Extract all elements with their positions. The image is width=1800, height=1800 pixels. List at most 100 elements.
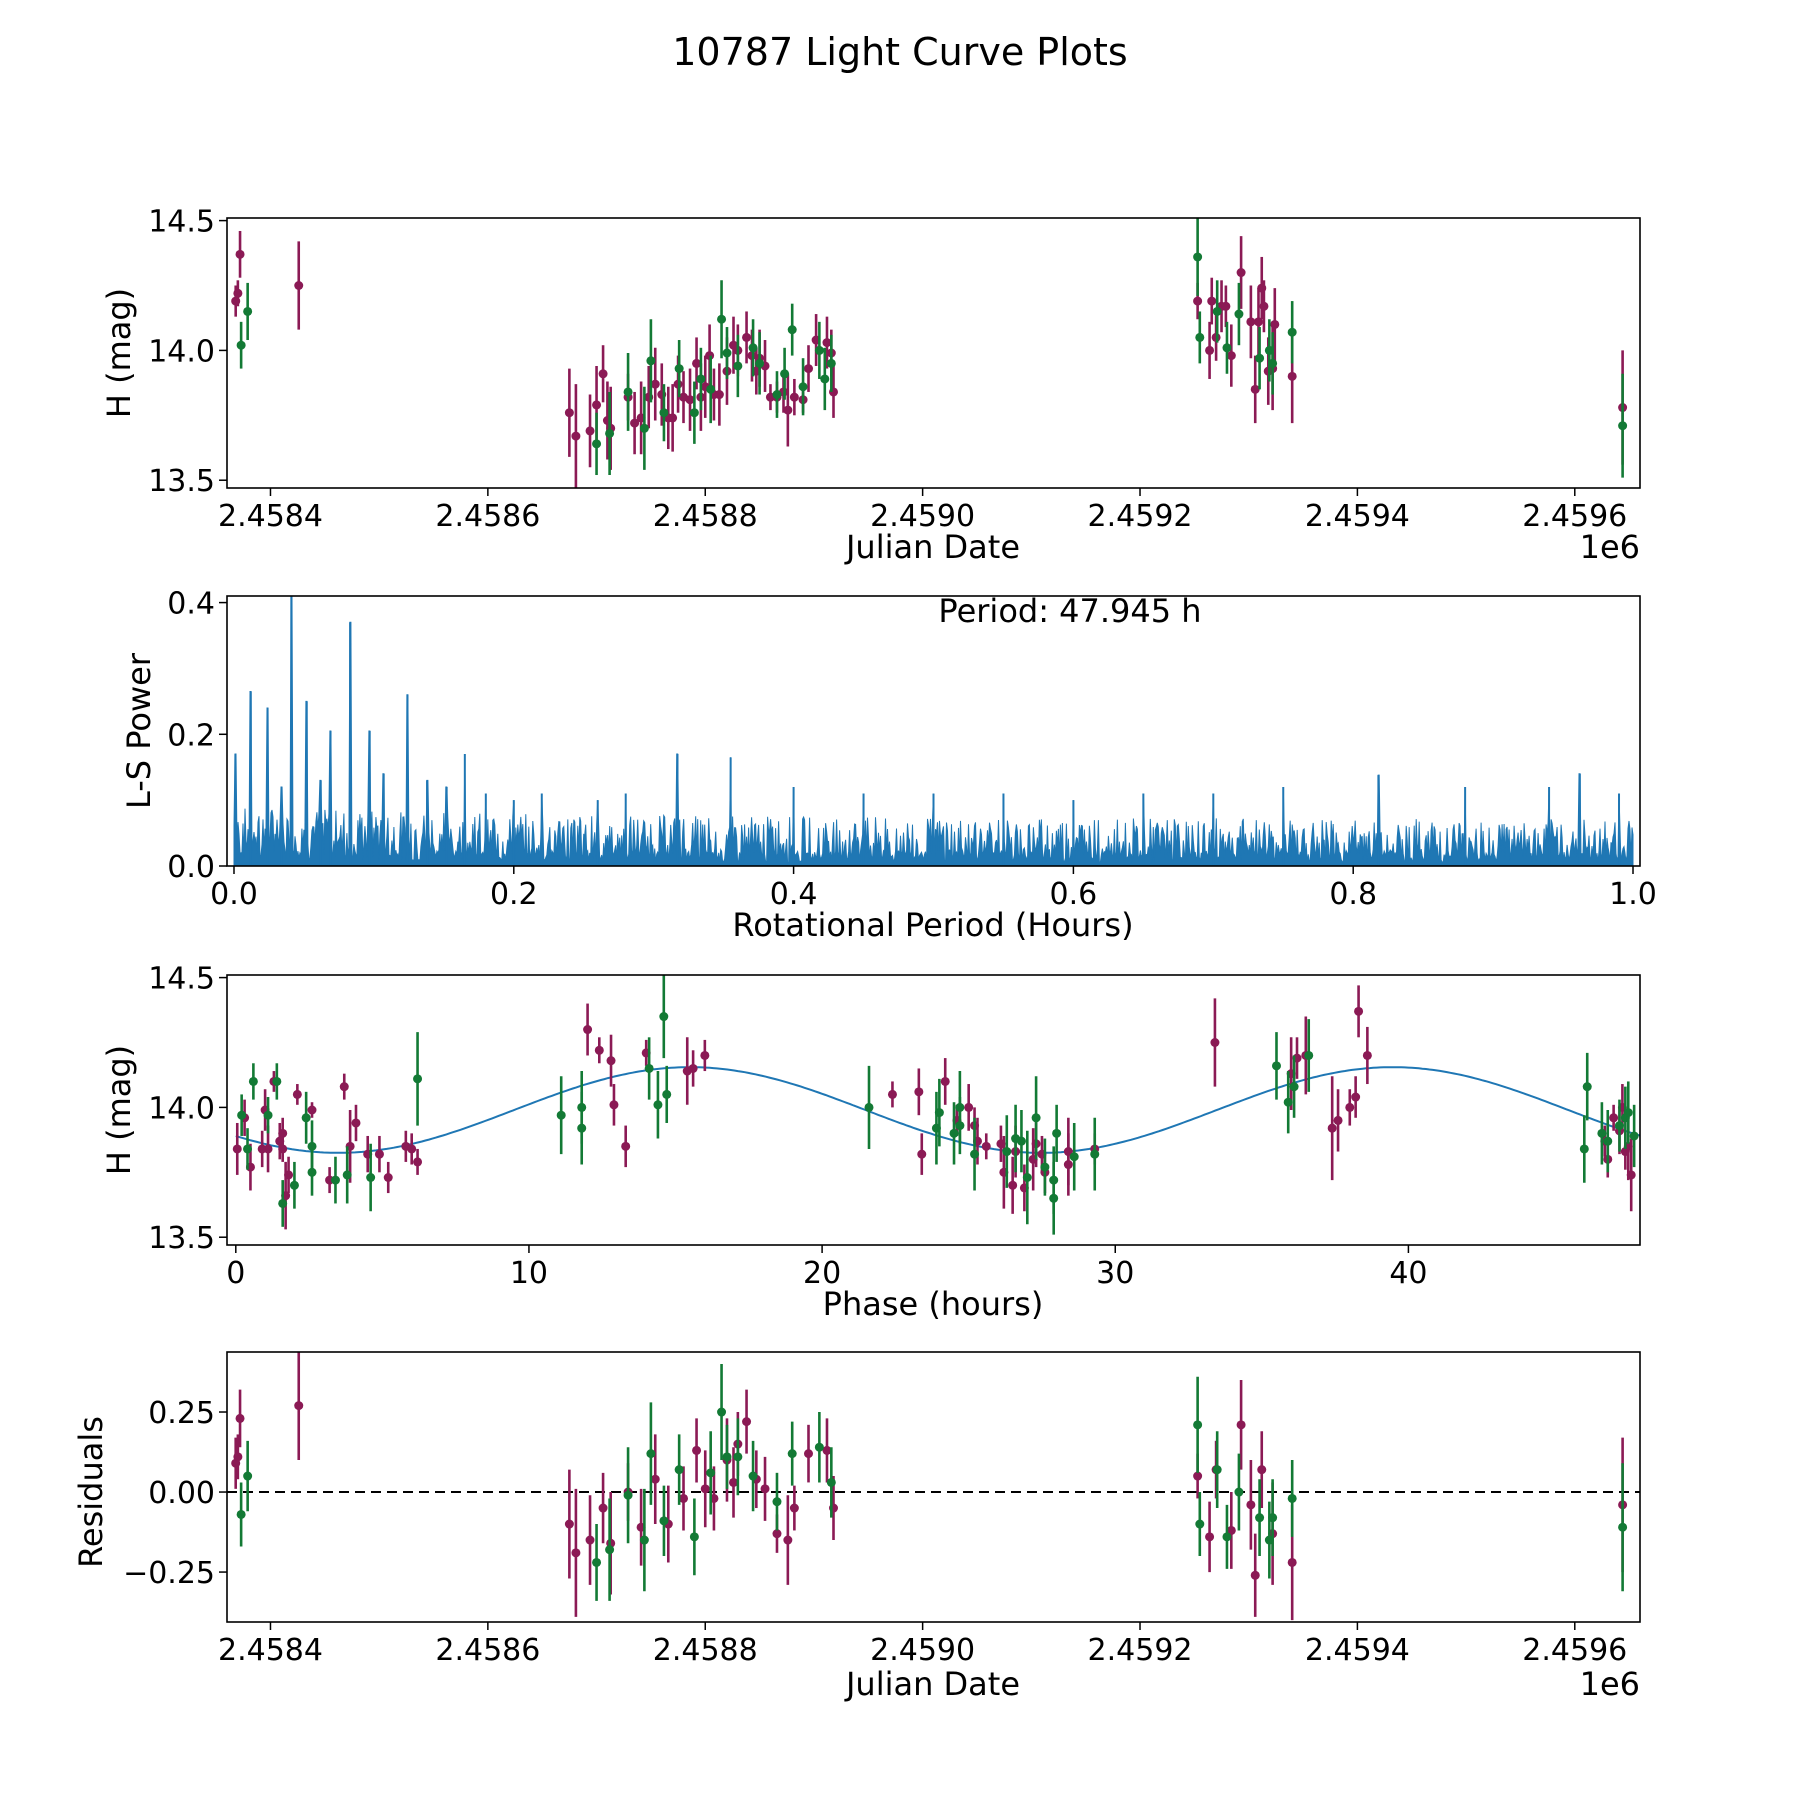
data-point: [733, 1452, 743, 1462]
y-tick-label: 13.5: [148, 1221, 215, 1256]
data-point: [789, 1503, 799, 1513]
data-point: [787, 1449, 797, 1459]
data-point: [1193, 1471, 1203, 1481]
data-point: [1362, 1050, 1372, 1060]
data-point: [748, 343, 758, 353]
residuals-ylabel: Residuals: [72, 1416, 110, 1568]
data-point: [243, 1144, 253, 1154]
data-point: [722, 1452, 732, 1462]
data-point: [783, 1535, 793, 1545]
data-point: [1597, 1128, 1607, 1138]
residuals-xlabel: Julian Date: [844, 1665, 1020, 1703]
x-tick-label: 2.4586: [435, 499, 540, 534]
data-point: [780, 369, 790, 379]
x-tick-label: 40: [1389, 1256, 1427, 1291]
data-point: [814, 1442, 824, 1452]
series-filter_b: [236, 218, 1628, 478]
light-curve-ticks: 2.4584 2.4586 2.4588 2.4590 2.4592 2.4594 2.45…: [148, 205, 1627, 534]
data-point: [1002, 1147, 1012, 1157]
series-filter_b: [237, 975, 1639, 1235]
residuals-marks: [227, 1352, 1640, 1621]
x-tick-label: 2.4596: [1522, 1633, 1627, 1668]
y-tick-label: 0.00: [148, 1476, 215, 1511]
residuals-panel: 2.4584 2.4586 2.4588 2.4590 2.4592 2.4594 2.45…: [72, 1351, 1641, 1703]
data-point: [714, 390, 724, 400]
data-point: [685, 395, 695, 405]
data-point: [1609, 1113, 1619, 1123]
data-point: [1257, 1465, 1267, 1475]
x-tick-label: 0.4: [770, 877, 818, 912]
data-point: [772, 1529, 782, 1539]
data-point: [571, 431, 581, 441]
data-point: [556, 1110, 566, 1120]
light-curve-ylabel: H (mag): [100, 288, 138, 418]
x-tick-label: 0.2: [490, 877, 538, 912]
x-tick-label: 2.4588: [653, 499, 758, 534]
data-point: [914, 1087, 924, 1097]
data-point: [1210, 1038, 1220, 1047]
data-point: [248, 1076, 258, 1086]
x-tick-label: 10: [510, 1256, 548, 1291]
data-point: [1236, 1420, 1246, 1430]
data-point: [623, 387, 633, 397]
data-point: [1603, 1136, 1613, 1146]
data-point: [592, 1557, 602, 1567]
data-point: [289, 1180, 299, 1190]
data-point: [1234, 309, 1244, 319]
data-point: [1253, 317, 1263, 327]
data-point: [1287, 1557, 1297, 1567]
data-point: [692, 1445, 702, 1455]
residuals-frame: [226, 1351, 1641, 1623]
data-point: [1582, 1082, 1592, 1092]
data-point: [339, 1082, 349, 1092]
light-curve-offset: 1e6: [1580, 528, 1640, 566]
data-point: [1022, 1173, 1032, 1182]
data-point: [1579, 1144, 1589, 1154]
data-point: [826, 1477, 836, 1487]
y-tick-label: 14.5: [148, 205, 215, 240]
residuals-ticks: 2.4584 2.4586 2.4588 2.4590 2.4592 2.4594 2.45…: [123, 1396, 1627, 1668]
light-curve-xlabel: Julian Date: [844, 528, 1020, 566]
data-point: [917, 1149, 927, 1159]
data-point: [1234, 1487, 1244, 1497]
data-point: [650, 379, 660, 389]
data-point: [1626, 1170, 1636, 1180]
data-point: [668, 413, 678, 423]
x-tick-label: 2.4590: [870, 499, 975, 534]
data-point: [598, 1503, 608, 1513]
light-curve-frame: [226, 217, 1641, 489]
x-tick-label: 2.4596: [1522, 499, 1627, 534]
data-point: [1205, 1532, 1215, 1542]
data-point: [1287, 371, 1297, 381]
data-point: [644, 1063, 654, 1073]
data-point: [742, 332, 752, 342]
data-point: [1354, 1006, 1364, 1016]
data-point: [760, 1484, 770, 1494]
data-point: [826, 358, 836, 368]
data-point: [650, 1474, 660, 1484]
data-point: [722, 348, 732, 358]
data-point: [1345, 1102, 1355, 1112]
data-point: [263, 1110, 273, 1120]
data-point: [659, 408, 669, 418]
phase-curve-frame: [226, 974, 1641, 1246]
data-point: [236, 1509, 246, 1519]
data-point: [717, 314, 727, 324]
data-point: [294, 281, 304, 290]
data-point: [263, 1144, 273, 1154]
x-tick-label: 0: [226, 1256, 245, 1291]
data-point: [700, 1484, 710, 1494]
data-point: [717, 1407, 727, 1417]
x-tick-label: 2.4594: [1305, 1633, 1410, 1668]
data-point: [748, 1471, 758, 1481]
data-point: [646, 1449, 656, 1459]
data-point: [1221, 301, 1231, 311]
data-point: [689, 1532, 699, 1542]
data-point: [1614, 1121, 1624, 1131]
periodogram-xlabel: Rotational Period (Hours): [732, 906, 1133, 944]
data-point: [820, 374, 830, 384]
x-tick-label: 2.4594: [1305, 499, 1410, 534]
periodogram-ticks: 0.0 0.2 0.4 0.6 0.8 1.0 0.0 0.2 0.4: [167, 587, 1657, 912]
data-point: [822, 338, 832, 348]
